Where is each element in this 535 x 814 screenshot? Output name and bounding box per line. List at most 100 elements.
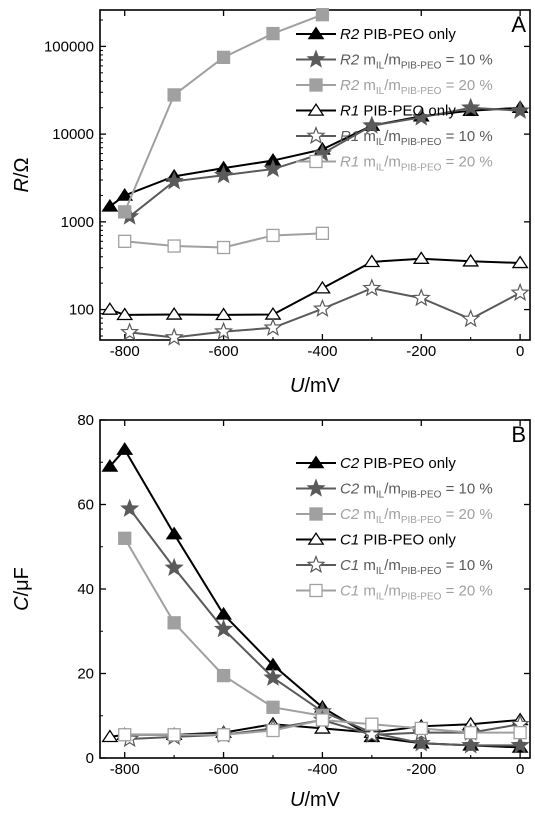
legend-label-text: PIB-PEO only (363, 455, 456, 472)
legend-label-var: C1 (340, 532, 363, 549)
legend-label-var: R2 (340, 52, 363, 69)
data-point (167, 728, 181, 742)
series-1 (120, 97, 530, 225)
x-axis-label: U/mV (290, 375, 341, 397)
data-point (511, 255, 529, 269)
legend-label-mid: /m (384, 506, 401, 523)
data-point (461, 735, 481, 754)
data-point (213, 619, 234, 638)
legend-label: R1 PIB-PEO only (340, 103, 456, 120)
data-point (216, 240, 231, 255)
legend-label-text: PIB-PEO only (363, 26, 456, 43)
legend-label-mid: /m (384, 557, 401, 574)
data-point (411, 288, 431, 307)
legend-label-tail: = 10 % (441, 128, 492, 145)
legend-label-sub: IL (376, 86, 385, 97)
legend-entry: C1 mIL/mPIB-PEO = 10 % (296, 554, 493, 577)
data-point (263, 317, 283, 336)
y-tick-label: 100000 (44, 38, 94, 55)
panel-b: -800 -600 -400 -200 0 0 20 40 60 80 U/mV C/μF B C2 PI… (11, 412, 531, 811)
data-point (315, 713, 330, 727)
legend-label-var: R1 (340, 128, 363, 145)
legend-label-text: m (363, 481, 376, 498)
legend-marker (307, 455, 325, 469)
x-tick-label: -400 (307, 761, 337, 778)
x-tick-label: -200 (406, 343, 436, 360)
x-tick-label: -600 (209, 343, 239, 360)
data-point (116, 307, 134, 321)
data-point (510, 100, 530, 119)
legend-label-var: C1 (340, 557, 363, 574)
x-tick-label: -600 (209, 761, 239, 778)
data-point (165, 306, 183, 320)
legend-label: R2 PIB-PEO only (340, 26, 456, 43)
legend-label-sub: PIB-PEO (401, 163, 442, 174)
legend-label-sub: IL (376, 566, 385, 577)
y-tick-label: 80 (77, 412, 94, 429)
data-point (312, 298, 332, 317)
legend-label-sub: PIB-PEO (401, 61, 442, 72)
data-point (120, 498, 140, 517)
legend-label-text: PIB-PEO only (363, 103, 456, 120)
data-point (266, 700, 280, 714)
legend-label: C2 mIL/mPIB-PEO = 20 % (340, 506, 493, 526)
legend-label-text: m (363, 77, 376, 94)
data-point (266, 26, 280, 41)
legend-label-var: C2 (340, 506, 363, 523)
legend-entry: C2 mIL/mPIB-PEO = 10 % (296, 478, 493, 501)
series-2 (118, 531, 330, 723)
data-point (314, 280, 331, 294)
y-axis-label-var: R (11, 178, 33, 192)
data-point (510, 282, 530, 302)
legend-label: R2 mIL/mPIB-PEO = 20 % (340, 77, 493, 97)
data-point (165, 526, 183, 540)
series-2 (118, 8, 330, 219)
data-point (216, 668, 231, 683)
x-tick-label: -800 (110, 343, 140, 360)
data-point (263, 667, 283, 686)
data-point (167, 616, 181, 630)
series-line (109, 257, 521, 316)
legend-marker (306, 478, 326, 497)
data-point (461, 308, 481, 328)
legend-label: C2 mIL/mPIB-PEO = 10 % (340, 481, 493, 501)
legend-entry: R2 PIB-PEO only (296, 26, 456, 43)
legend-entry: C2 PIB-PEO only (296, 455, 456, 472)
legend-label: R2 mIL/mPIB-PEO = 10 % (340, 52, 493, 72)
series-3 (101, 251, 529, 321)
y-tick-label: 1000 (61, 214, 94, 231)
data-point (362, 724, 382, 743)
series-5 (118, 713, 527, 742)
series-5 (118, 226, 330, 255)
y-tick-label: 20 (77, 666, 94, 683)
legend-marker (307, 103, 325, 116)
legend-label-tail: = 10 % (441, 557, 492, 574)
legend-label-tail: = 20 % (441, 77, 492, 94)
x-axis-label-unit: /mV (304, 375, 340, 397)
panel-a: -800 -600 -400 -200 0 100 1000 10000 100000 U/mV R… (11, 8, 531, 397)
y-tick-label: 60 (77, 497, 94, 514)
data-point (411, 733, 431, 752)
y-tick-label: 100 (69, 302, 94, 319)
legend-label-mid: /m (384, 154, 401, 171)
legend-label-tail: = 20 % (441, 506, 492, 523)
legend-entry: R1 mIL/mPIB-PEO = 20 % (296, 154, 493, 174)
legend-label-var: C2 (340, 455, 363, 472)
legend-marker (306, 554, 326, 574)
x-tick-label: 0 (516, 761, 524, 778)
legend-label: R1 mIL/mPIB-PEO = 10 % (340, 128, 493, 148)
legend-label: C1 mIL/mPIB-PEO = 10 % (340, 557, 493, 577)
legend-label-sub: PIB-PEO (401, 566, 442, 577)
x-axis-label-unit: /mV (304, 789, 340, 811)
legend-marker (309, 154, 323, 169)
y-tick-label: 10000 (52, 126, 94, 143)
legend-label-var: R2 (340, 26, 363, 43)
legend-label: R1 mIL/mPIB-PEO = 20 % (340, 154, 493, 174)
legend-label-var: C2 (340, 481, 363, 498)
y-axis-label: R/Ω (11, 157, 33, 192)
data-point (101, 458, 119, 472)
data-point (164, 557, 184, 577)
data-point (510, 735, 530, 754)
y-axis-label: C/μF (11, 567, 33, 611)
